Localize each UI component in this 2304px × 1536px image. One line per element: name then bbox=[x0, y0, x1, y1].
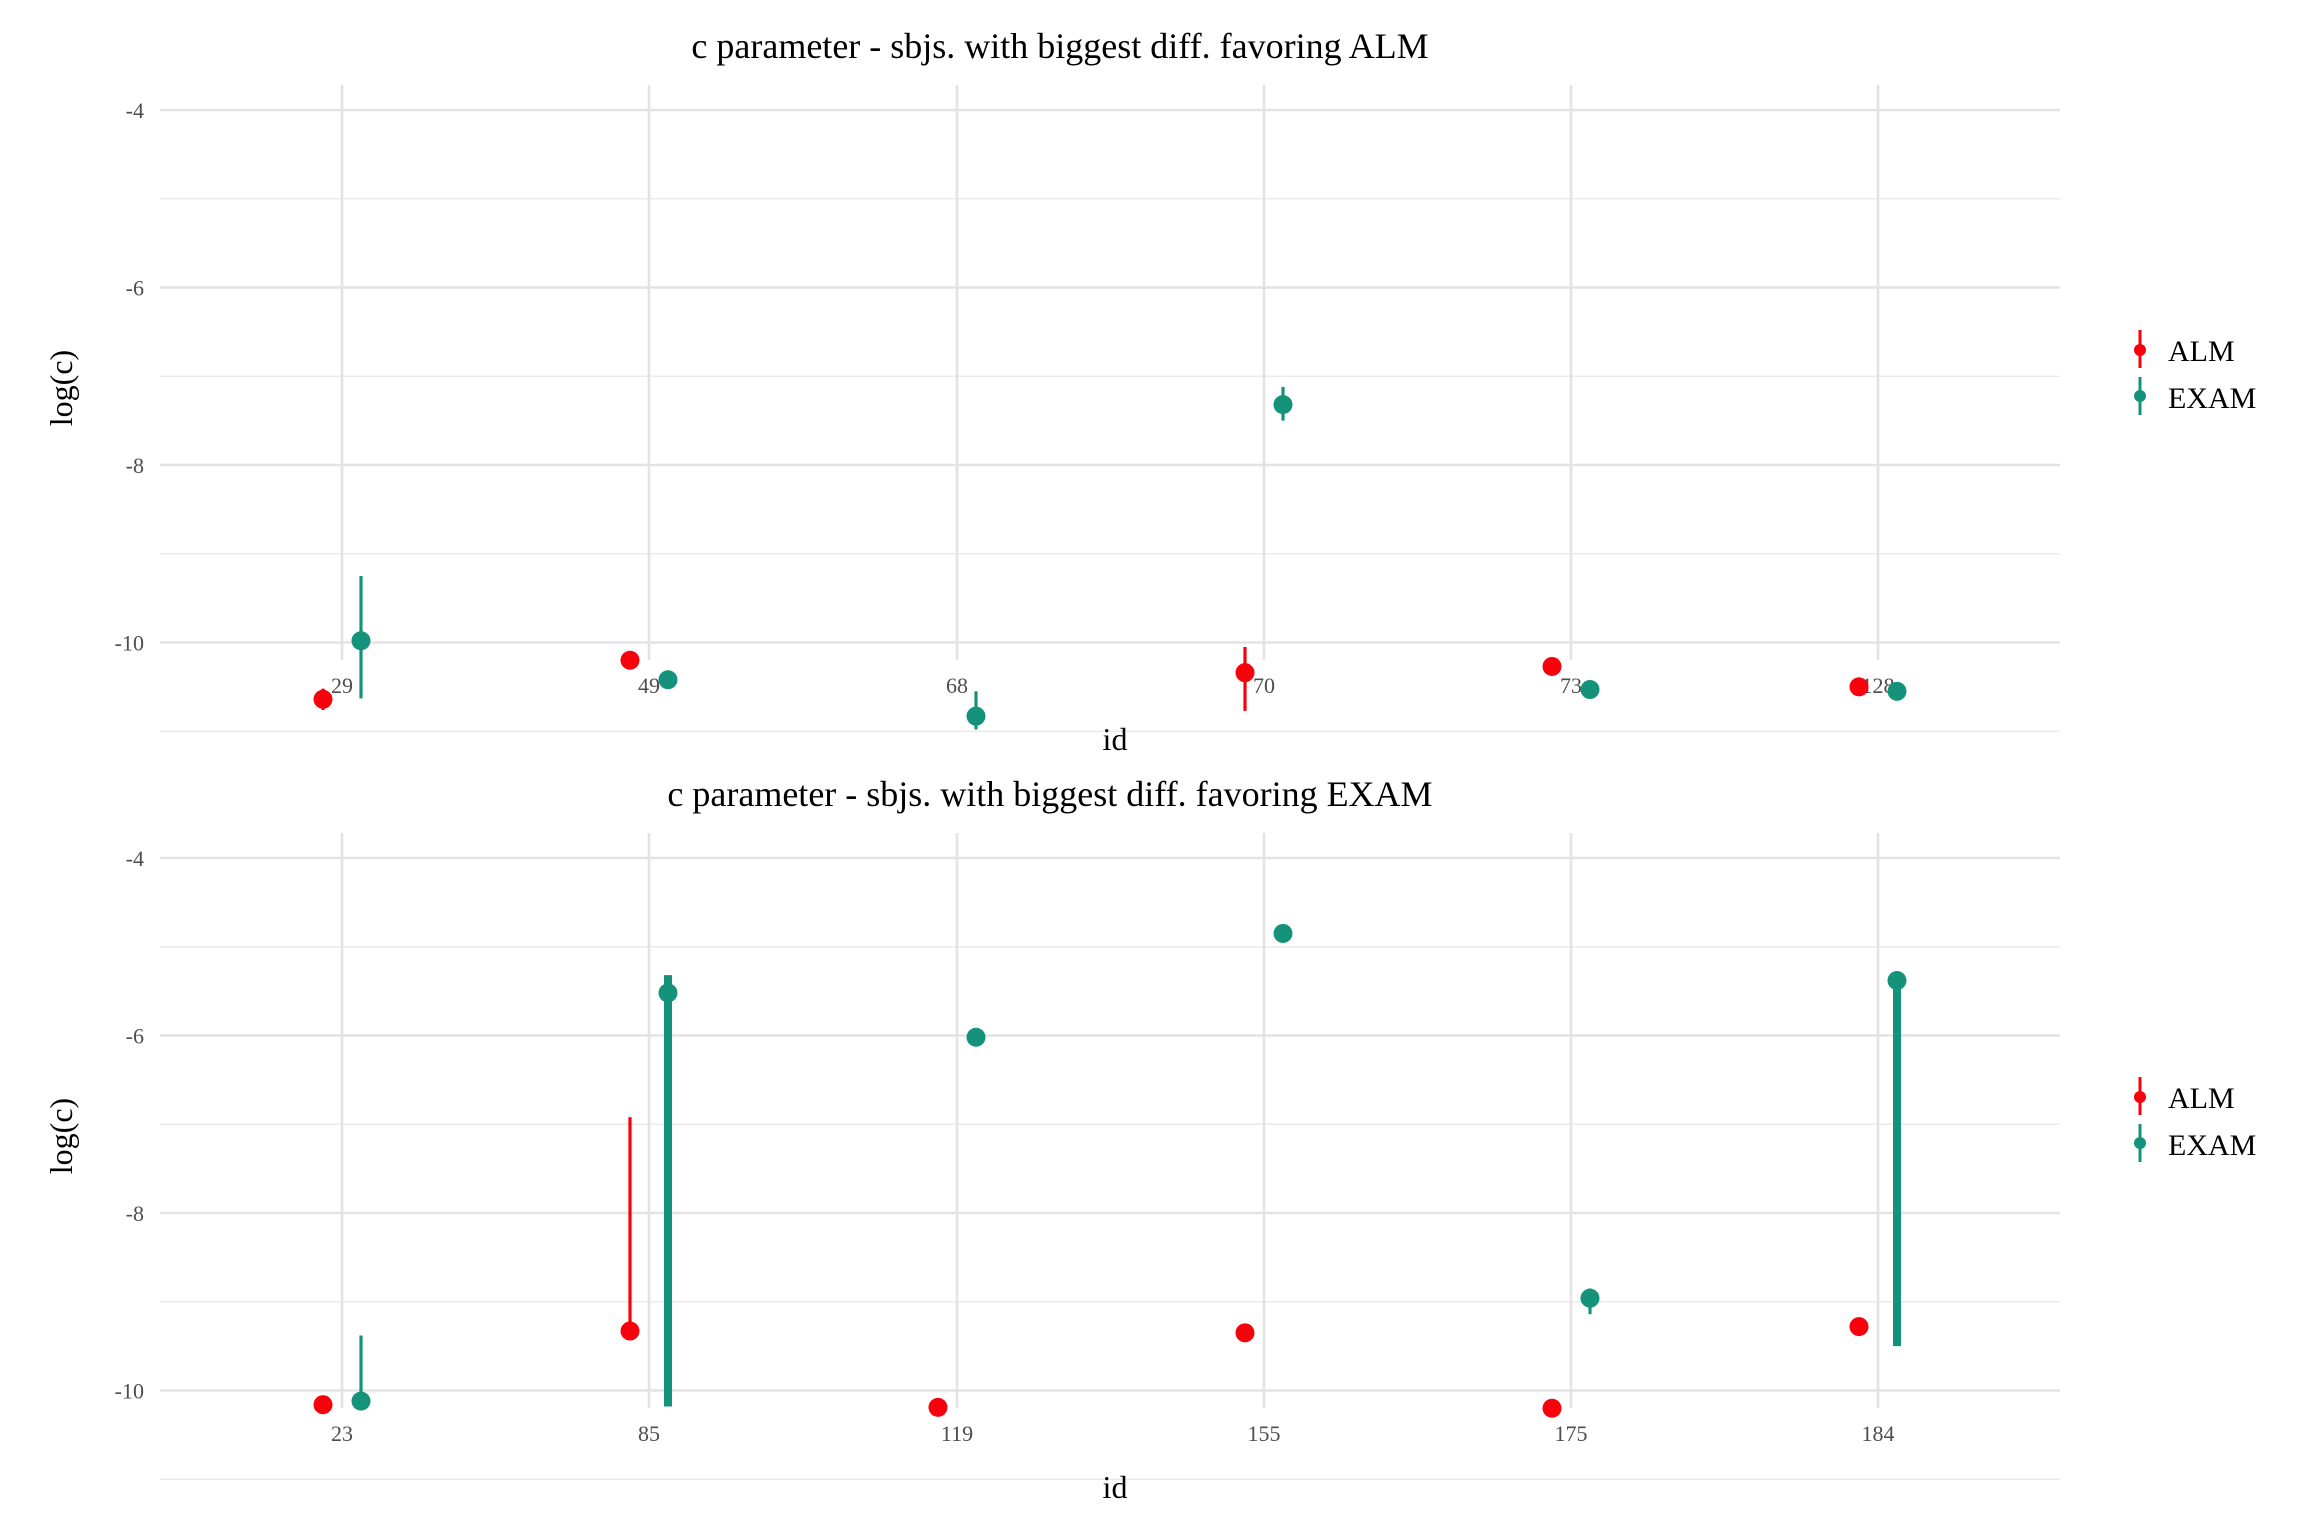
data-point-exam bbox=[1580, 1288, 1600, 1308]
y-tick-label: -6 bbox=[126, 276, 144, 301]
data-point-alm bbox=[928, 1397, 948, 1417]
data-point-exam bbox=[351, 631, 371, 651]
legend-key-alm-dot bbox=[2134, 1091, 2146, 1103]
x-tick-label: 73 bbox=[1560, 673, 1582, 698]
x-tick-label: 184 bbox=[1862, 1421, 1895, 1446]
data-point-alm bbox=[620, 1321, 640, 1341]
x-tick-label: 23 bbox=[331, 1421, 353, 1446]
y-tick-label: -6 bbox=[126, 1024, 144, 1049]
legend-key-exam-dot bbox=[2134, 1137, 2146, 1149]
chart-panel-alm: c parameter - sbjs. with biggest diff. f… bbox=[43, 26, 2256, 757]
legend-label-exam: EXAM bbox=[2168, 382, 2256, 415]
x-axis-ticks: 29 49 68 70 73 128 bbox=[331, 673, 1895, 698]
data-point-exam bbox=[1580, 680, 1600, 700]
y-tick-label: -8 bbox=[126, 1201, 144, 1226]
x-tick-label: 155 bbox=[1248, 1421, 1281, 1446]
y-axis-title: log(c) bbox=[43, 1098, 79, 1174]
legend: ALM EXAM bbox=[2134, 330, 2256, 415]
x-tick-label: 70 bbox=[1253, 673, 1275, 698]
x-tick-label: 119 bbox=[941, 1421, 973, 1446]
x-tick-label: 175 bbox=[1555, 1421, 1588, 1446]
x-tick-label: 29 bbox=[331, 673, 353, 698]
grid bbox=[160, 833, 2060, 1480]
data-point-exam bbox=[966, 706, 986, 726]
legend-key-alm-dot bbox=[2134, 344, 2146, 356]
data-point-exam bbox=[658, 670, 678, 690]
legend-label-alm: ALM bbox=[2168, 335, 2235, 368]
data-point-exam bbox=[658, 983, 678, 1003]
data-point-exam bbox=[966, 1027, 986, 1047]
legend: ALM EXAM bbox=[2134, 1077, 2256, 1162]
y-tick-label: -4 bbox=[126, 846, 144, 871]
y-axis-ticks: -4 -6 -8 -10 bbox=[115, 846, 144, 1404]
data-point-exam bbox=[1273, 923, 1293, 943]
y-tick-label: -10 bbox=[115, 631, 144, 656]
y-tick-label: -4 bbox=[126, 98, 144, 123]
data-point-exam bbox=[1273, 395, 1293, 415]
data-marks bbox=[313, 386, 1907, 730]
x-tick-label: 49 bbox=[638, 673, 660, 698]
data-point-exam bbox=[1887, 970, 1907, 990]
y-tick-label: -10 bbox=[115, 1379, 144, 1404]
legend-label-alm: ALM bbox=[2168, 1082, 2235, 1115]
x-axis-title: id bbox=[1103, 721, 1128, 757]
legend-label-exam: EXAM bbox=[2168, 1129, 2256, 1162]
x-axis-title: id bbox=[1103, 1469, 1128, 1505]
data-point-alm bbox=[1235, 663, 1255, 683]
grid bbox=[160, 85, 2060, 732]
x-axis-ticks: 23 85 119 155 175 184 bbox=[331, 1421, 1895, 1446]
chart-panel-exam: c parameter - sbjs. with biggest diff. f… bbox=[43, 774, 2256, 1505]
data-point-alm bbox=[1542, 656, 1562, 676]
y-tick-label: -8 bbox=[126, 453, 144, 478]
x-tick-label: 68 bbox=[946, 673, 968, 698]
data-point-alm bbox=[313, 689, 333, 709]
chart-title: c parameter - sbjs. with biggest diff. f… bbox=[691, 26, 1428, 66]
y-axis-title: log(c) bbox=[43, 350, 79, 426]
data-point-exam bbox=[351, 1391, 371, 1411]
data-point-alm bbox=[1849, 1317, 1869, 1337]
legend-key-exam-dot bbox=[2134, 390, 2146, 402]
data-point-alm bbox=[620, 650, 640, 670]
data-point-exam bbox=[1887, 681, 1907, 701]
x-tick-label: 85 bbox=[638, 1421, 660, 1446]
data-point-alm bbox=[1235, 1323, 1255, 1343]
y-axis-ticks: -4 -6 -8 -10 bbox=[115, 98, 144, 656]
chart-title: c parameter - sbjs. with biggest diff. f… bbox=[667, 774, 1432, 814]
data-point-alm bbox=[1542, 1398, 1562, 1418]
data-point-alm bbox=[313, 1395, 333, 1415]
data-marks bbox=[313, 923, 1907, 1418]
data-point-alm bbox=[1849, 677, 1869, 697]
